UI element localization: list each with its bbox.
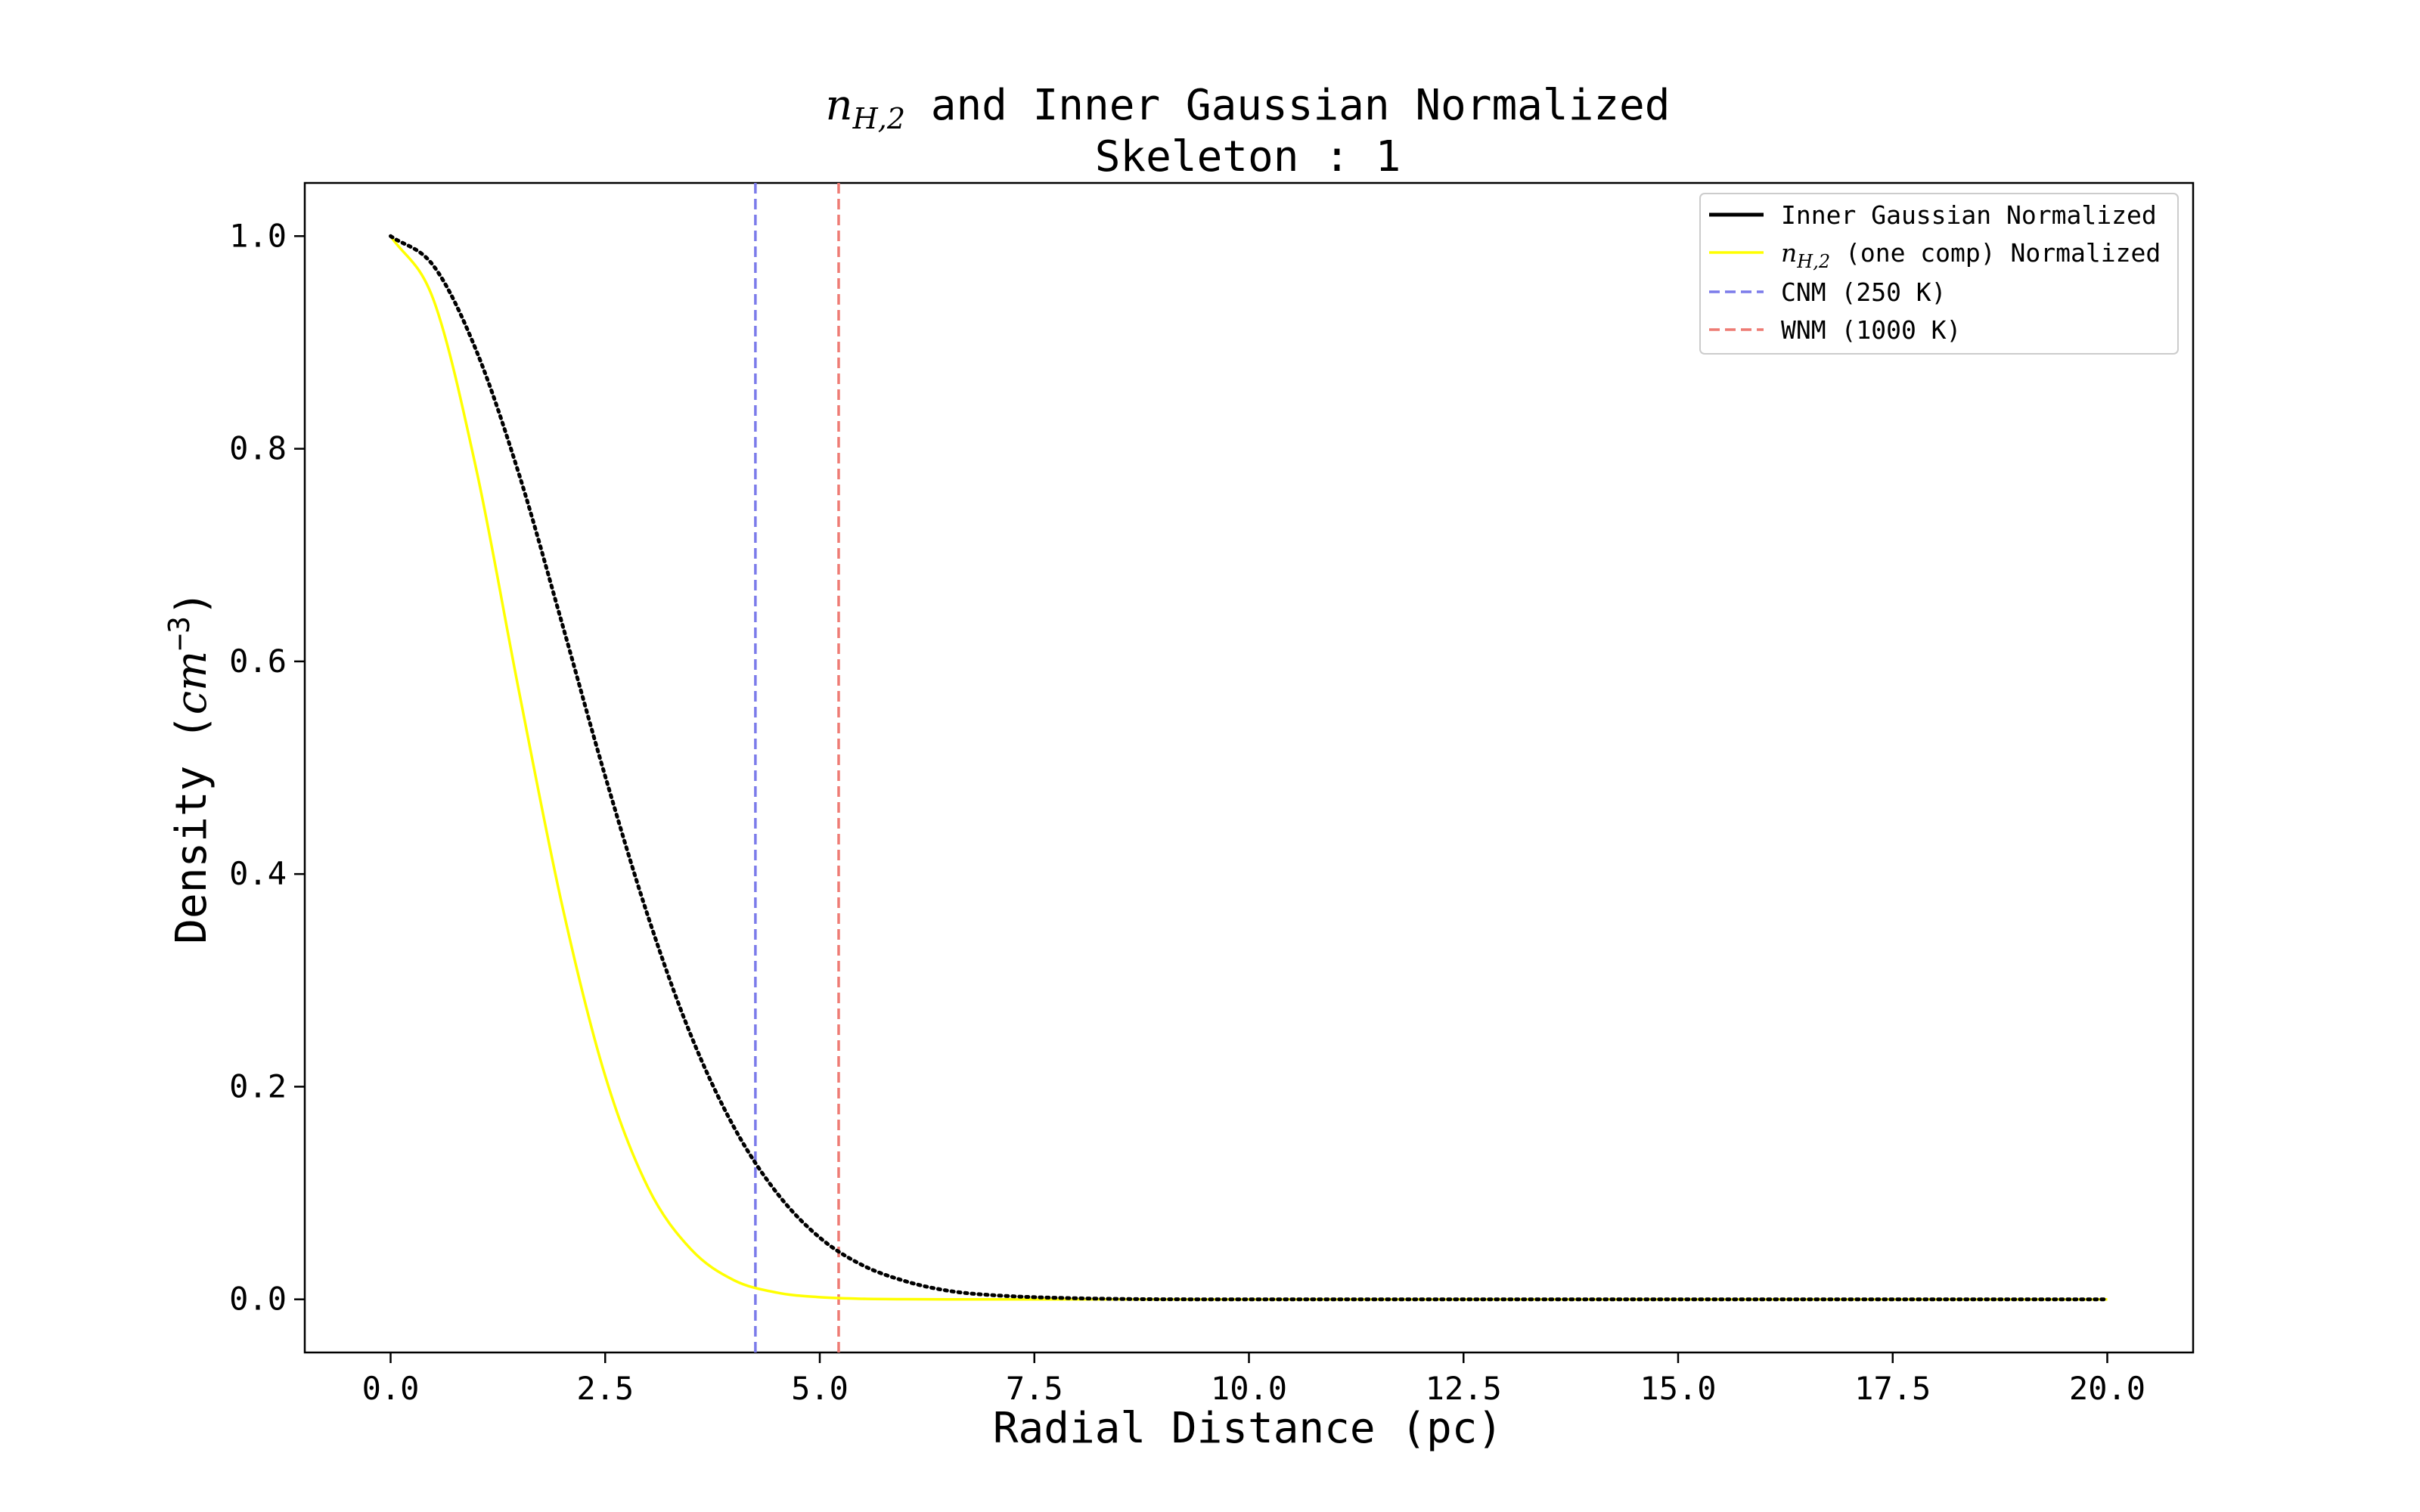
- legend-label-inner-gaussian: Inner Gaussian Normalized: [1781, 200, 2157, 230]
- x-tick-label: 0.0: [362, 1370, 420, 1407]
- title-sub: H,2: [852, 102, 905, 135]
- legend: Inner Gaussian Normalized nH,2 (one comp…: [1699, 193, 2179, 355]
- x-axis-label: Radial Distance (pc): [993, 1404, 1503, 1453]
- legend-label-nh2: nH,2 (one comp) Normalized: [1781, 238, 2161, 272]
- x-tick-label: 2.5: [576, 1370, 634, 1407]
- x-tick-label: 20.0: [2069, 1370, 2145, 1407]
- x-tick-label: 15.0: [1640, 1370, 1716, 1407]
- y-tick-label: 1.0: [229, 217, 287, 254]
- series-inner-gaussian-line: [389, 234, 2109, 1302]
- title-rest: and Inner Gaussian Normalized: [905, 81, 1670, 130]
- x-tick-label: 10.0: [1211, 1370, 1287, 1407]
- x-tick-label: 12.5: [1426, 1370, 1502, 1407]
- y-tick-label: 0.4: [229, 855, 287, 892]
- legend-label-cnm: CNM (250 K): [1781, 277, 1947, 307]
- legend-label-wnm: WNM (1000 K): [1781, 315, 1961, 345]
- chart-title-line1: nH,2 and Inner Gaussian Normalized: [826, 81, 1671, 135]
- y-axis-label: Density (cm−3): [163, 590, 216, 943]
- y-tick-label: 0.2: [229, 1067, 287, 1105]
- title-var: n: [826, 81, 853, 130]
- chart-title-line2: Skeleton : 1: [1095, 132, 1401, 181]
- y-tick-label: 0.8: [229, 430, 287, 467]
- x-tick-label: 7.5: [1006, 1370, 1063, 1407]
- x-tick-label: 5.0: [791, 1370, 849, 1407]
- plot-area-frame: [303, 181, 2195, 1354]
- y-axis-ticks: 0.0 0.2 0.4 0.6 0.8 1.0: [229, 217, 305, 1318]
- legend-box: [1699, 193, 2179, 355]
- series-nh2-normalized-line: [389, 235, 2108, 1301]
- y-tick-label: 0.0: [229, 1281, 287, 1318]
- y-tick-label: 0.6: [229, 643, 287, 680]
- x-tick-label: 17.5: [1854, 1370, 1931, 1407]
- x-axis-ticks: 0.0 2.5 5.0 7.5 10.0 12.5 15.0 17.5 20.0: [362, 1352, 2145, 1407]
